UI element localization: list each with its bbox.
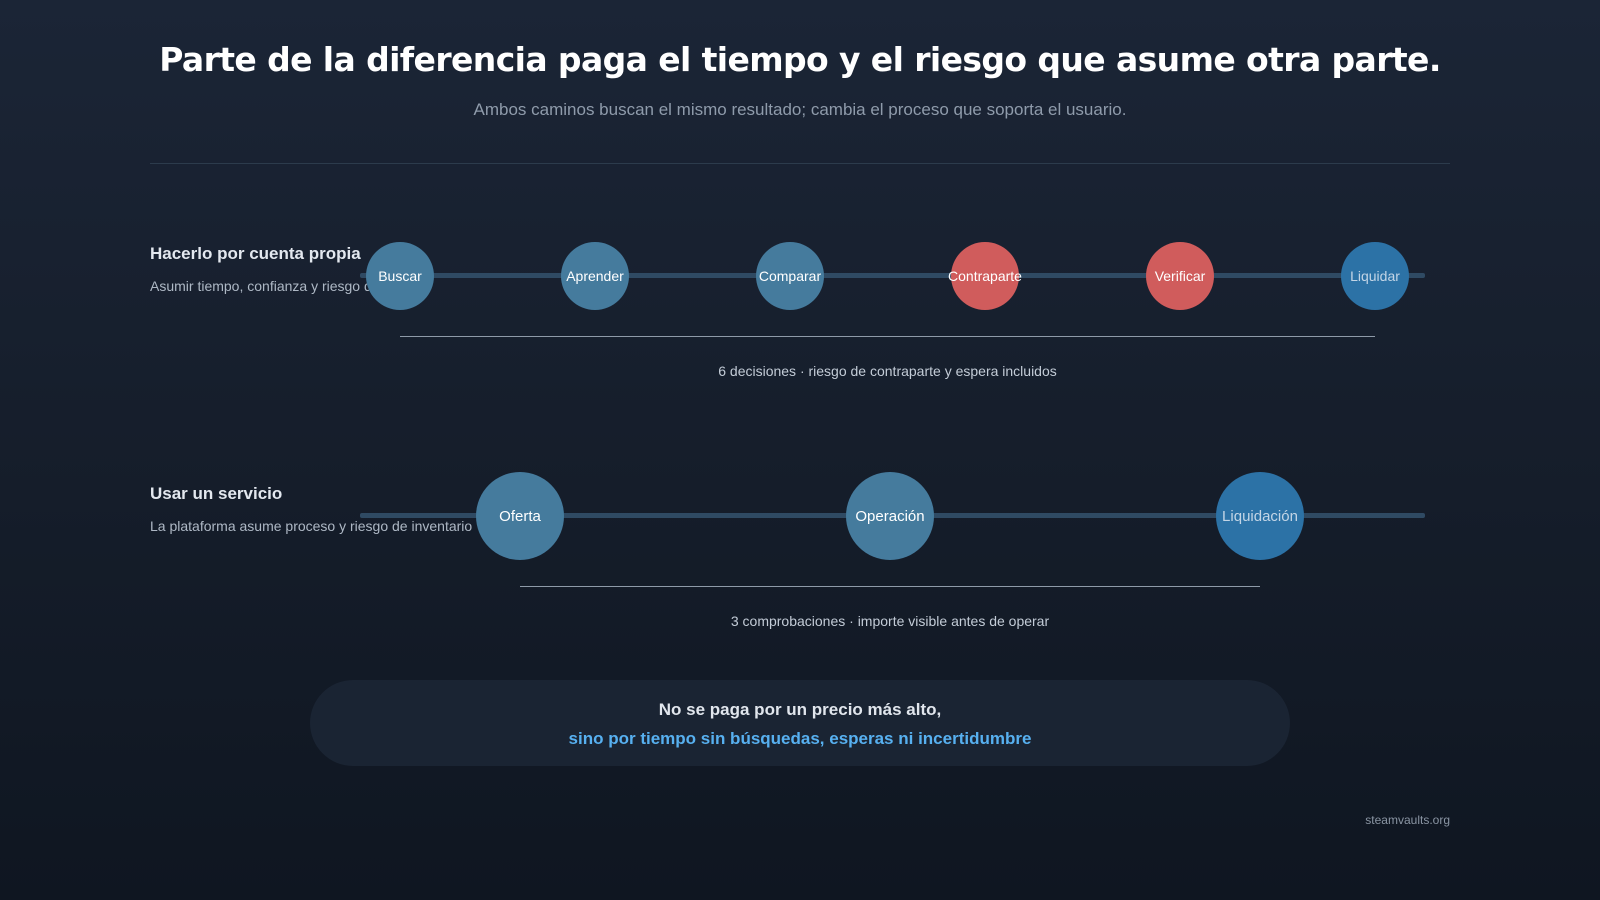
step-label: Contraparte: [948, 268, 1022, 284]
page-title: Parte de la diferencia paga el tiempo y …: [159, 40, 1441, 79]
step-contraparte: Contraparte: [948, 242, 1022, 310]
step-label: Buscar: [378, 268, 422, 284]
path-service: Usar un servicio La plataforma asume pro…: [0, 0, 1600, 629]
process-track: [360, 273, 1425, 278]
step-label: Comparar: [758, 268, 822, 284]
callout-statement: No se paga por un precio más alto,: [658, 700, 942, 719]
conclusion-callout: No se paga por un precio más alto, sino …: [310, 680, 1290, 766]
step-verificar: Verificar: [1146, 242, 1214, 310]
step-label: Oferta: [499, 507, 541, 525]
step-label: Liquidar: [1350, 268, 1400, 284]
path-self-managed: Hacerlo por cuenta propia Asumir tiempo,…: [0, 0, 1600, 379]
step-aprender: Aprender: [561, 242, 629, 310]
step-label: Aprender: [566, 268, 624, 284]
path-description: Asumir tiempo, confianza y riesgo de pre…: [150, 278, 422, 294]
path-label: Usar un servicio: [150, 484, 283, 503]
step-label: Verificar: [1154, 268, 1206, 284]
span-caption: 6 decisiones · riesgo de contraparte y e…: [718, 363, 1057, 379]
step-label: Operación: [855, 507, 925, 525]
span-line: [400, 336, 1375, 337]
header-divider: [150, 163, 1450, 164]
step-liquidar: Liquidar: [1341, 242, 1409, 310]
step-oferta: Oferta: [476, 472, 564, 560]
span-line: [520, 586, 1260, 587]
path-label: Hacerlo por cuenta propia: [150, 244, 361, 263]
source-credit: steamvaults.org: [1365, 813, 1450, 827]
page-subtitle: Ambos caminos buscan el mismo resultado;…: [473, 100, 1127, 119]
step-label: Liquidación: [1222, 507, 1298, 525]
step-comparar: Comparar: [756, 242, 824, 310]
step-operacion: Operación: [846, 472, 934, 560]
path-description: La plataforma asume proceso y riesgo de …: [150, 518, 473, 534]
step-liquidacion: Liquidación: [1216, 472, 1304, 560]
step-buscar: Buscar: [366, 242, 434, 310]
callout-highlight: sino por tiempo sin búsquedas, esperas n…: [568, 729, 1032, 748]
span-caption: 3 comprobaciones · importe visible antes…: [730, 613, 1050, 629]
